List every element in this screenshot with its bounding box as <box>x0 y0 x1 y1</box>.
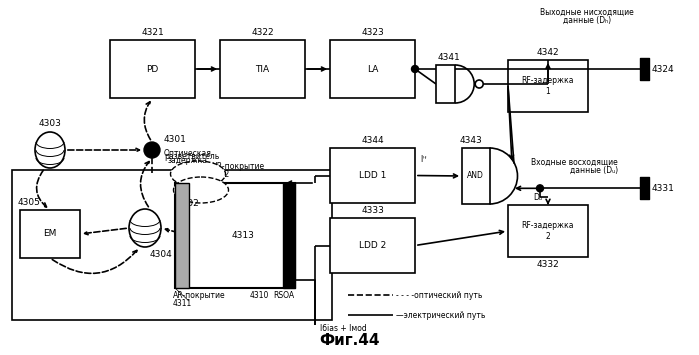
Text: 4301: 4301 <box>164 135 187 144</box>
Circle shape <box>537 185 544 192</box>
Text: 4304: 4304 <box>150 250 173 259</box>
Text: PD: PD <box>146 65 159 73</box>
Text: данные (Dᵤ): данные (Dᵤ) <box>570 166 618 175</box>
Bar <box>20 210 80 258</box>
Bar <box>110 40 195 98</box>
Text: 4332: 4332 <box>537 260 559 269</box>
Text: RF-задержка
1: RF-задержка 1 <box>521 76 575 96</box>
Text: HR-покрытие: HR-покрытие <box>211 162 264 171</box>
Text: Оптическая: Оптическая <box>164 149 212 158</box>
Bar <box>508 205 588 257</box>
Text: LDD 1: LDD 1 <box>359 171 386 180</box>
Text: 4341: 4341 <box>438 53 461 62</box>
Text: AND: AND <box>468 171 484 180</box>
Text: 4323: 4323 <box>361 28 384 37</box>
Bar <box>283 183 295 288</box>
Text: Iбias + Iмod: Iбias + Iмod <box>320 324 367 333</box>
Text: 4342: 4342 <box>537 48 559 57</box>
Text: 4322: 4322 <box>251 28 274 37</box>
Ellipse shape <box>129 209 161 247</box>
Circle shape <box>144 142 160 158</box>
Text: 4331: 4331 <box>652 184 675 193</box>
Text: данные (Dₕ): данные (Dₕ) <box>563 16 611 25</box>
Text: 4333: 4333 <box>361 206 384 215</box>
Text: 4343: 4343 <box>460 136 483 145</box>
Text: разветвитель: разветвитель <box>164 152 219 161</box>
Text: 4313: 4313 <box>231 231 254 240</box>
Text: 4303: 4303 <box>38 119 62 128</box>
Text: 4324: 4324 <box>652 65 675 73</box>
Bar <box>508 60 588 112</box>
Text: 4321: 4321 <box>141 28 164 37</box>
Text: 4302: 4302 <box>177 199 199 208</box>
Text: 4310: 4310 <box>250 291 269 300</box>
Text: 4311: 4311 <box>173 299 192 308</box>
Bar <box>330 40 415 98</box>
Text: задержка: задержка <box>168 156 208 165</box>
Bar <box>436 65 455 103</box>
Circle shape <box>412 66 419 72</box>
Ellipse shape <box>171 161 226 187</box>
Text: LDD 2: LDD 2 <box>359 241 386 250</box>
Text: RSOA: RSOA <box>273 291 294 300</box>
Text: —электрический путь: —электрический путь <box>396 311 485 320</box>
Text: TIA: TIA <box>255 65 270 73</box>
Bar <box>175 183 189 288</box>
Bar <box>12 170 332 320</box>
Text: 4312: 4312 <box>211 170 230 179</box>
Bar <box>220 40 305 98</box>
Text: Фиг.44: Фиг.44 <box>319 333 380 348</box>
Text: Входные восходящие: Входные восходящие <box>531 157 618 166</box>
Text: Iᶠᶠ: Iᶠᶠ <box>420 154 427 164</box>
Ellipse shape <box>35 132 65 168</box>
Text: - - - -оптический путь: - - - -оптический путь <box>396 290 482 300</box>
Text: AR-покрытие: AR-покрытие <box>173 291 226 300</box>
Text: Dᵤ: Dᵤ <box>533 193 542 202</box>
Bar <box>330 148 415 203</box>
Ellipse shape <box>173 177 229 203</box>
Bar <box>462 148 489 204</box>
Text: EM: EM <box>43 229 57 239</box>
Text: 4344: 4344 <box>361 136 384 145</box>
Bar <box>330 218 415 273</box>
Text: RF-задержка
2: RF-задержка 2 <box>521 221 575 241</box>
Bar <box>175 183 295 288</box>
Text: Выходные нисходящие: Выходные нисходящие <box>540 8 634 17</box>
Text: 4305: 4305 <box>18 198 41 207</box>
Text: LA: LA <box>367 65 378 73</box>
